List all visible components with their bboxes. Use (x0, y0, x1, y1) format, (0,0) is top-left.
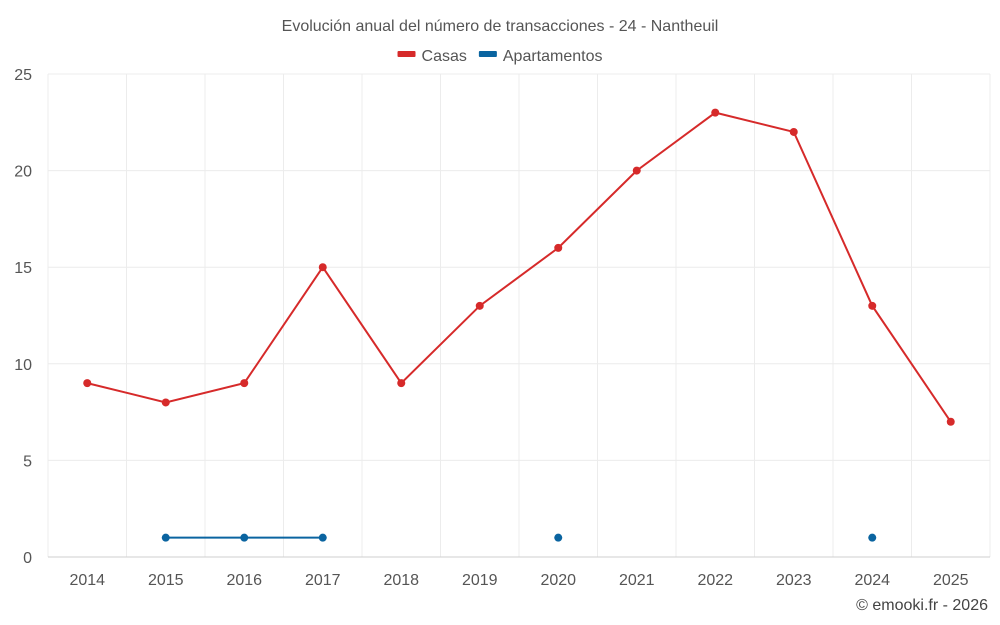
data-point[interactable] (83, 379, 92, 388)
series-apartamentos (161, 533, 877, 542)
data-point[interactable] (868, 301, 877, 310)
y-tick-label: 5 (23, 453, 32, 470)
data-point[interactable] (318, 533, 327, 542)
data-point[interactable] (868, 533, 877, 542)
series-layer (83, 108, 955, 542)
data-point[interactable] (161, 533, 170, 542)
series-line (87, 111, 952, 423)
series-casas (83, 108, 955, 426)
data-point[interactable] (318, 263, 327, 272)
data-point[interactable] (161, 398, 170, 407)
x-tick-label: 2015 (148, 572, 184, 589)
x-gridlines (47, 74, 991, 557)
y-axis-ticks: 0 5 10 15 20 25 (14, 67, 32, 567)
data-point[interactable] (554, 533, 563, 542)
legend-label: Casas (422, 48, 467, 65)
x-tick-label: 2017 (305, 572, 341, 589)
x-tick-label: 2024 (854, 572, 890, 589)
data-point[interactable] (711, 108, 720, 117)
x-tick-label: 2019 (462, 572, 498, 589)
legend-label: Apartamentos (503, 48, 603, 65)
data-point[interactable] (946, 417, 955, 426)
y-tick-label: 20 (14, 164, 32, 181)
chart-title: Evolución anual del número de transaccio… (282, 18, 719, 35)
x-tick-label: 2016 (226, 572, 262, 589)
x-axis-ticks: 2014 2015 2016 2017 2018 2019 2020 2021 2022 2023… (69, 572, 968, 589)
y-tick-label: 0 (23, 550, 32, 567)
data-point[interactable] (554, 243, 563, 252)
x-tick-label: 2025 (933, 572, 969, 589)
data-point[interactable] (240, 379, 249, 388)
legend-swatch[interactable] (478, 51, 497, 57)
x-tick-label: 2014 (69, 572, 105, 589)
y-tick-label: 10 (14, 357, 32, 374)
data-point[interactable] (475, 301, 484, 310)
x-tick-label: 2023 (776, 572, 812, 589)
data-point[interactable] (397, 379, 406, 388)
data-point[interactable] (632, 166, 641, 175)
x-tick-label: 2018 (383, 572, 419, 589)
credit-text: © emooki.fr - 2026 (856, 597, 988, 614)
data-point[interactable] (789, 127, 798, 136)
x-tick-label: 2021 (619, 572, 655, 589)
data-point[interactable] (240, 533, 249, 542)
x-tick-label: 2020 (540, 572, 576, 589)
x-tick-label: 2022 (697, 572, 733, 589)
y-tick-label: 25 (14, 67, 32, 84)
legend-swatch[interactable] (397, 51, 416, 57)
y-tick-label: 15 (14, 260, 32, 277)
legend: Casas Apartamentos (397, 48, 603, 65)
